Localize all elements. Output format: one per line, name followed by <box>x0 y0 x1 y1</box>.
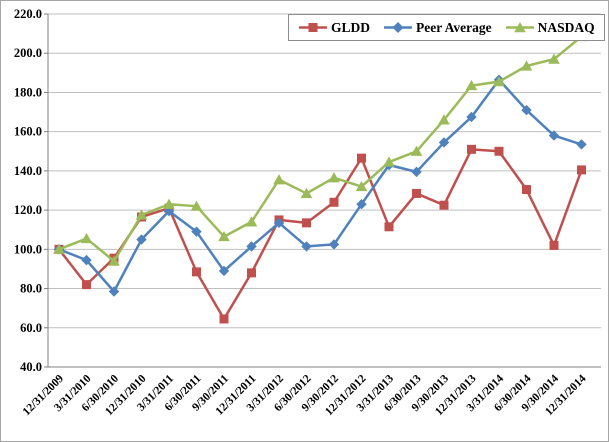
data-point-marker-peer-average <box>218 265 230 277</box>
y-axis-tick-label: 220.0 <box>14 7 42 21</box>
nasdaq-line-triangle-marker-icon <box>505 22 534 33</box>
data-point-marker-peer-average <box>328 239 340 250</box>
data-point-marker-nasdaq <box>410 145 423 156</box>
legend-label-gldd: GLDD <box>331 19 371 35</box>
data-point-marker-gldd <box>302 218 311 228</box>
y-axis-tick-label: 140.0 <box>14 164 42 178</box>
data-point-marker-nasdaq <box>328 172 340 183</box>
data-point-marker-nasdaq <box>53 243 65 254</box>
data-point-marker-gldd <box>439 200 449 210</box>
y-axis-tick-label: 40.0 <box>20 360 42 374</box>
data-point-marker-nasdaq <box>548 53 560 64</box>
data-point-marker-nasdaq <box>273 174 285 185</box>
data-point-marker-peer-average <box>108 286 120 297</box>
y-axis-tick-label: 200.0 <box>14 46 42 60</box>
data-point-marker-nasdaq <box>218 230 230 242</box>
data-point-marker-gldd <box>329 197 339 207</box>
data-point-marker-nasdaq <box>245 216 258 227</box>
data-point-marker-gldd <box>82 280 91 290</box>
data-point-marker-nasdaq <box>438 114 450 125</box>
chart-legend: GLDD Peer Average NASDAQ <box>288 14 605 41</box>
legend-item-nasdaq: NASDAQ <box>505 20 595 36</box>
y-axis-tick-label: 180.0 <box>14 85 42 99</box>
data-point-marker-nasdaq <box>108 255 120 266</box>
data-point-marker-nasdaq <box>190 200 203 211</box>
data-point-marker-peer-average <box>438 137 450 148</box>
series-line-gldd <box>58 148 583 321</box>
data-point-marker-gldd <box>357 153 366 163</box>
data-point-marker-gldd <box>577 165 586 175</box>
data-point-marker-gldd <box>384 222 394 232</box>
data-point-marker-nasdaq <box>300 187 313 199</box>
data-point-marker-peer-average <box>521 104 532 116</box>
legend-label-peer-average: Peer Average <box>416 19 492 35</box>
data-point-marker-gldd <box>412 188 421 198</box>
peer-average-line-diamond-marker-icon <box>384 22 413 33</box>
data-point-marker-peer-average <box>356 199 367 210</box>
data-point-marker-peer-average <box>191 226 202 237</box>
data-point-marker-gldd <box>494 146 504 156</box>
data-point-marker-gldd <box>219 314 229 324</box>
y-axis-tick-label: 120.0 <box>14 203 42 217</box>
data-point-marker-peer-average <box>81 254 92 266</box>
data-point-marker-gldd <box>549 240 559 250</box>
data-point-marker-gldd <box>522 185 531 195</box>
series-line-nasdaq <box>58 35 583 263</box>
y-axis-tick-label: 80.0 <box>20 282 42 296</box>
data-point-marker-nasdaq <box>135 209 148 220</box>
data-point-marker-nasdaq <box>80 232 93 244</box>
data-point-marker-nasdaq <box>163 198 175 209</box>
legend-item-gldd: GLDD <box>298 20 370 36</box>
legend-item-peer-average: Peer Average <box>383 20 492 36</box>
data-point-marker-nasdaq <box>465 79 478 91</box>
data-point-marker-peer-average <box>246 241 257 252</box>
data-point-marker-peer-average <box>411 166 422 178</box>
data-point-marker-gldd <box>247 268 256 278</box>
legend-label-nasdaq: NASDAQ <box>537 19 595 35</box>
gldd-line-square-marker-icon <box>299 23 327 32</box>
data-point-marker-nasdaq <box>383 156 395 167</box>
y-axis-tick-label: 100.0 <box>14 242 42 256</box>
data-point-marker-nasdaq <box>355 180 368 192</box>
y-axis-tick-label: 60.0 <box>20 321 42 335</box>
data-point-marker-peer-average <box>548 130 560 141</box>
data-point-marker-nasdaq <box>493 76 505 87</box>
data-point-marker-gldd <box>192 267 201 277</box>
data-point-marker-gldd <box>467 144 476 154</box>
data-point-marker-peer-average <box>466 111 477 123</box>
data-point-marker-peer-average <box>576 139 587 150</box>
data-point-marker-peer-average <box>136 234 147 245</box>
data-point-marker-peer-average <box>273 217 285 229</box>
data-point-marker-peer-average <box>301 241 312 252</box>
data-point-marker-nasdaq <box>520 60 533 71</box>
y-axis-tick-label: 160.0 <box>14 125 42 139</box>
